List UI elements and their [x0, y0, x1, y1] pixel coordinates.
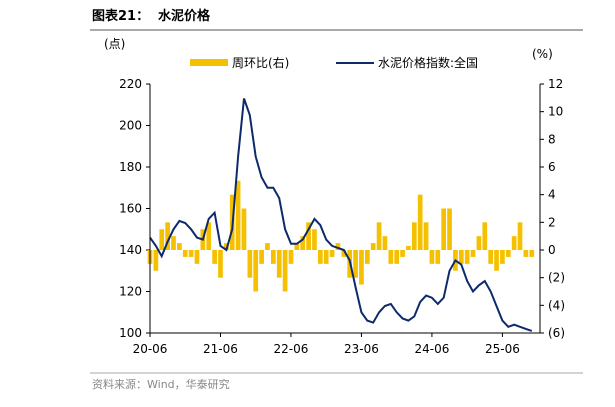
- bar: [165, 222, 170, 250]
- x-tick-label: 24-06: [414, 342, 449, 356]
- bar: [470, 250, 476, 257]
- bar: [206, 222, 212, 250]
- bar: [177, 243, 182, 250]
- x-tick-label: 22-06: [274, 342, 309, 356]
- y2-tick-label: 0: [548, 243, 556, 257]
- y-axis-label: (点): [104, 37, 125, 51]
- bar: [411, 222, 417, 250]
- bar: [312, 229, 317, 250]
- bar: [300, 236, 306, 250]
- legend-label: 水泥价格指数:全国: [378, 55, 478, 70]
- bar: [429, 250, 435, 264]
- bar: [388, 250, 394, 264]
- y-tick-label: 160: [119, 202, 142, 216]
- y2-tick-label: (6): [548, 326, 565, 340]
- bar: [329, 250, 335, 257]
- bar: [482, 222, 488, 250]
- bar: [500, 250, 505, 264]
- y2-tick-label: 12: [548, 77, 563, 91]
- y-tick-label: 200: [119, 119, 142, 133]
- y2-tick-label: 6: [548, 160, 556, 174]
- y-tick-label: 100: [119, 326, 142, 340]
- bar: [294, 243, 300, 250]
- bar: [435, 250, 441, 264]
- source: 资料来源：Wind，华泰研究: [92, 377, 230, 391]
- bar: [194, 250, 200, 264]
- bar: [265, 243, 270, 250]
- bar: [188, 250, 194, 257]
- line: [149, 98, 533, 332]
- bar: [488, 250, 494, 264]
- bar: [476, 236, 482, 250]
- bar: [306, 222, 311, 250]
- bar: [212, 250, 217, 264]
- figure-label: 图表21：: [92, 8, 149, 24]
- bar: [276, 250, 282, 278]
- bar: [417, 194, 423, 250]
- bar: [517, 222, 523, 250]
- bar: [364, 250, 370, 264]
- y2-tick-label: 8: [548, 132, 556, 146]
- y-tick-label: 140: [119, 243, 142, 257]
- y2-tick-label: 4: [548, 188, 556, 202]
- bar: [359, 250, 364, 285]
- bar: [159, 229, 165, 250]
- bar: [259, 250, 264, 264]
- bar: [171, 236, 176, 250]
- y2-tick-label: (2): [548, 271, 565, 285]
- bar: [288, 250, 294, 264]
- bar: [447, 208, 452, 250]
- x-tick-label: 23-06: [344, 342, 379, 356]
- x-tick-label: 25-06: [485, 342, 520, 356]
- bar: [511, 236, 517, 250]
- bar: [494, 250, 499, 271]
- bar: [441, 208, 447, 250]
- bar: [353, 250, 358, 278]
- bar: [241, 208, 247, 250]
- bar: [523, 250, 529, 257]
- bar: [282, 250, 288, 292]
- y2-tick-label: (4): [548, 298, 565, 312]
- bar: [317, 250, 323, 264]
- bar: [394, 250, 400, 264]
- bar: [153, 250, 159, 271]
- y2-tick-label: 10: [548, 105, 563, 119]
- y2-tick-label: 2: [548, 215, 556, 229]
- bar: [406, 245, 411, 250]
- bar: [529, 250, 535, 257]
- bar: [400, 250, 405, 257]
- bar: [253, 250, 259, 292]
- y-tick-label: 120: [119, 285, 142, 299]
- chart-title: 水泥价格: [158, 8, 211, 24]
- bar: [270, 250, 276, 264]
- bar: [458, 250, 464, 264]
- bar: [247, 250, 253, 278]
- y-tick-label: 180: [119, 160, 142, 174]
- y-tick-label: 220: [119, 77, 142, 91]
- bar: [382, 236, 388, 250]
- bar: [341, 250, 347, 257]
- legend-swatch: [190, 59, 228, 66]
- bar: [370, 243, 376, 250]
- bar: [218, 250, 223, 278]
- legend-label: 周环比(右): [232, 55, 289, 70]
- bar: [182, 250, 188, 257]
- x-tick-label: 20-06: [133, 342, 168, 356]
- bar: [335, 243, 341, 250]
- bar: [423, 222, 429, 250]
- x-tick-label: 21-06: [203, 342, 238, 356]
- y2-axis-label: (%): [532, 47, 553, 61]
- bar: [464, 250, 470, 264]
- bar: [323, 250, 329, 264]
- bar: [505, 250, 511, 257]
- bar: [376, 222, 382, 250]
- bar: [235, 180, 241, 250]
